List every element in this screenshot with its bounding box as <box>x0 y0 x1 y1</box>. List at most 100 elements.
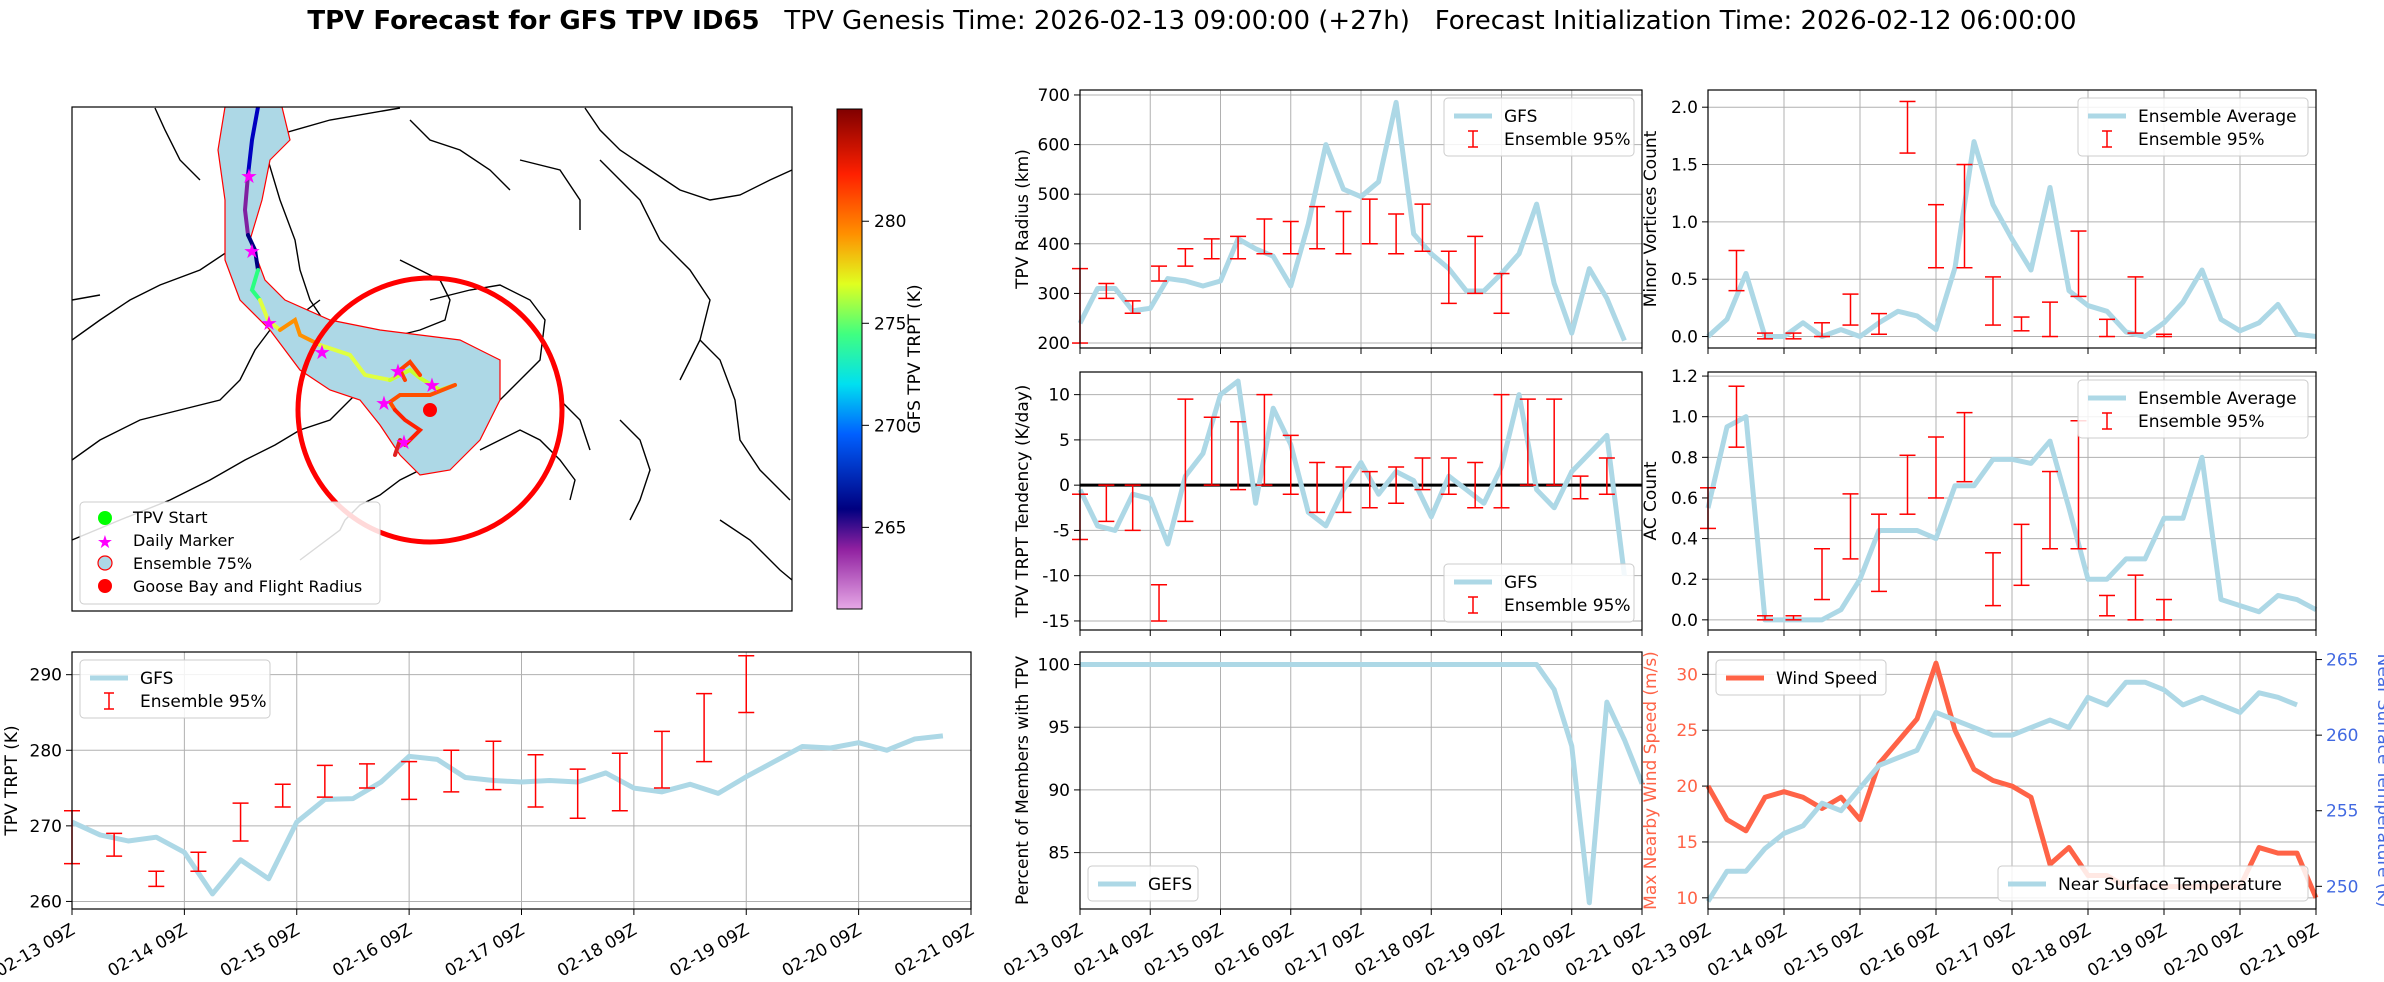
x-tick-label: 02-21 09Z <box>1562 920 1648 981</box>
errorbar <box>1598 457 1615 495</box>
errorbar <box>1098 282 1115 300</box>
legend-label: GFS <box>140 669 173 689</box>
x-tick-label: 02-15 09Z <box>1780 920 1866 981</box>
gridlines <box>71 652 972 909</box>
y-axis-label: Minor Vortices Count <box>1641 130 1661 307</box>
y-axis-label: Max Nearby Wind Speed (m/s) <box>1641 651 1661 910</box>
y-tick-label: 2.0 <box>1671 98 1698 118</box>
x-tick-label: 02-13 09Z <box>1000 920 1086 981</box>
errorbar <box>1785 332 1802 340</box>
y-tick-label: 700 <box>1038 86 1070 106</box>
plot-frame <box>1079 651 1643 910</box>
errorbar <box>1151 265 1168 282</box>
errorbar <box>1757 615 1773 621</box>
errorbar <box>64 809 80 865</box>
errorbar <box>2099 594 2115 617</box>
errorbar <box>1388 213 1405 255</box>
ensemble-icon <box>97 555 113 571</box>
legend-label: Ensemble 95% <box>140 692 267 712</box>
y-tick-label: 290 <box>30 666 62 686</box>
svg-text:★: ★ <box>389 359 407 383</box>
series-line <box>1705 414 2318 623</box>
y-tick-label: 1.5 <box>1671 156 1698 176</box>
plot-area <box>1708 90 2316 348</box>
colorbar-label: GFS TPV TRPT (K) <box>905 284 925 433</box>
y-tick-label: 270 <box>30 817 62 837</box>
legend: Ensemble Average Ensemble 95% <box>2077 379 2309 439</box>
plot-area <box>1080 90 1642 348</box>
legend-label: GFS <box>1504 107 1537 127</box>
plot-frame <box>1707 89 2317 349</box>
legend: Ensemble Average Ensemble 95% <box>2077 97 2309 157</box>
y2-tick-label: 255 <box>2326 802 2358 822</box>
plot-minor: 0.0 0.5 1.0 1.5 2.0 Minor Vortices Count Ensem… <box>1641 89 2317 354</box>
errorbar <box>1361 470 1378 509</box>
x-tick-label: 02-19 09Z <box>666 920 752 981</box>
y-axis-label: TPV Radius (km) <box>1013 149 1033 290</box>
y2-tick-label: 260 <box>2326 726 2358 746</box>
series-line <box>1077 378 1627 576</box>
errorbar <box>1282 220 1299 255</box>
plot-frame <box>1079 371 1643 631</box>
legend: GFS Ensemble 95% <box>79 659 271 719</box>
errorbar <box>1256 393 1273 486</box>
x-tick-label: 02-16 09Z <box>1211 920 1297 981</box>
plot-area <box>1708 652 2316 909</box>
y-tick-label: 500 <box>1038 185 1070 205</box>
legend-label: Ensemble Average <box>2138 389 2297 409</box>
errorbar <box>1871 513 1887 593</box>
tpv-track <box>242 107 457 457</box>
errorbar <box>1785 615 1802 621</box>
y-tick-label: -15 <box>1042 612 1070 632</box>
svg-text:★: ★ <box>243 239 261 263</box>
errorbar <box>2013 523 2030 587</box>
plot-radius: 200 300 400 500 600 700 TPV Radius (km) GFS Ense… <box>1013 86 1643 354</box>
errorbar <box>1072 493 1088 541</box>
y-tick-label: 200 <box>1038 334 1070 354</box>
y-tick-label: 95 <box>1048 718 1070 738</box>
errorbar <box>1493 272 1510 315</box>
errorbar <box>1072 267 1088 344</box>
errorbar <box>1151 583 1168 622</box>
plot-area <box>1080 372 1642 630</box>
x-tick-label: 02-15 09Z <box>217 920 303 981</box>
errorbar <box>1335 210 1352 255</box>
y-tick-label: 0 <box>1059 476 1070 496</box>
legend-label: GEFS <box>1148 875 1192 895</box>
series-line <box>1077 99 1627 342</box>
x-tick-label: 02-14 09Z <box>1070 920 1156 981</box>
gridlines <box>1079 90 1643 348</box>
colorbar-tick-label: 265 <box>874 518 906 538</box>
y-axis-label: AC Count <box>1641 461 1661 540</box>
svg-text:★: ★ <box>423 373 441 397</box>
errorbar <box>401 760 418 801</box>
errorbar <box>1899 100 1916 154</box>
y-tick-label: 0.0 <box>1671 611 1698 631</box>
errorbar <box>2070 230 2087 298</box>
errorbar <box>1757 332 1773 340</box>
y2-tick-label: 250 <box>2326 877 2358 897</box>
y-tick-label: 260 <box>30 892 62 912</box>
errorbar <box>1440 250 1457 305</box>
x-tick-label: 02-17 09Z <box>1932 920 2018 981</box>
x-tick-label: 02-13 09Z <box>1628 920 1714 981</box>
errorbar <box>1414 457 1431 491</box>
errorbar <box>274 783 291 808</box>
errorbar <box>443 749 460 793</box>
errorbar <box>1230 421 1247 491</box>
legend-label: Ensemble 95% <box>2138 412 2265 432</box>
svg-text:★: ★ <box>395 430 413 454</box>
y-axis-label: TPV TRPT (K) <box>2 725 22 836</box>
legend-ensemble-75: Ensemble 75% <box>133 554 252 573</box>
errorbar <box>1814 322 1830 338</box>
legend-label: Wind Speed <box>1776 669 1877 689</box>
y-tick-label: 15 <box>1676 833 1698 853</box>
errorbar <box>1985 552 2001 607</box>
series-line <box>70 733 944 897</box>
y-tick-label: 10 <box>1048 386 1070 406</box>
legend-tpv-start: TPV Start <box>132 508 208 527</box>
legend: Wind Speed <box>1715 659 1887 696</box>
legend: GFS Ensemble 95% <box>1443 97 1635 157</box>
y-tick-label: 0.5 <box>1671 270 1698 290</box>
